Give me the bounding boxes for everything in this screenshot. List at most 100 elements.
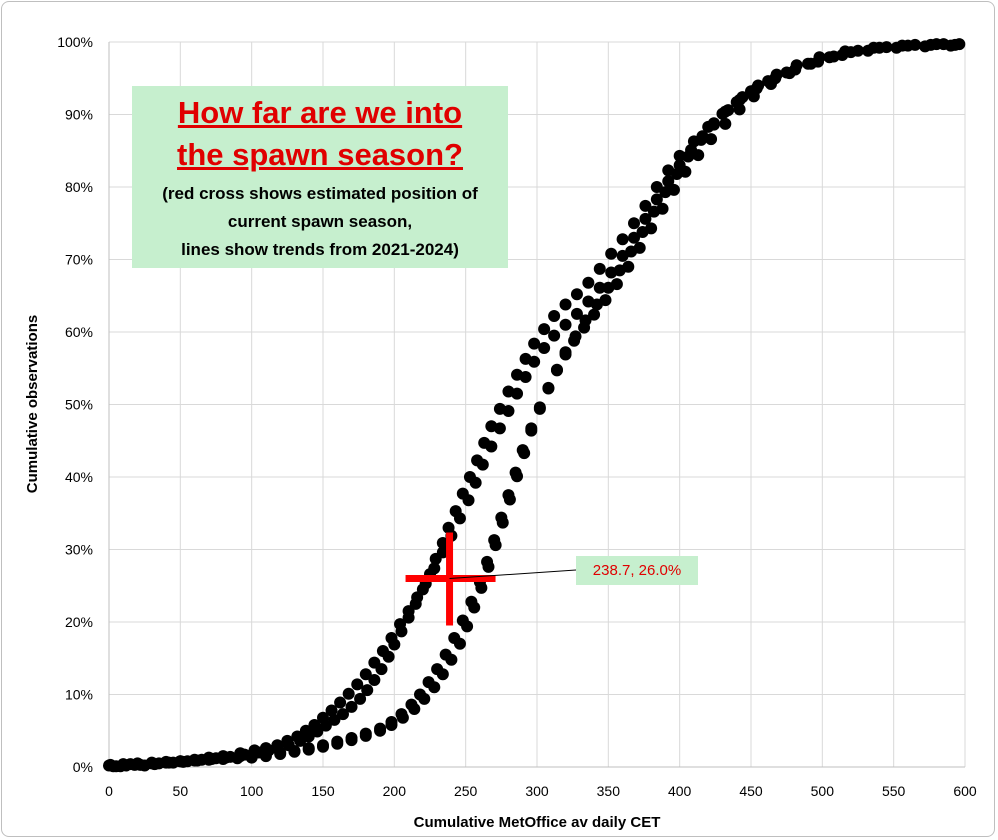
data-point	[647, 205, 660, 218]
data-point	[852, 44, 864, 57]
data-point	[374, 724, 387, 737]
data-point	[496, 516, 509, 529]
data-point	[160, 755, 173, 768]
data-point	[145, 756, 158, 769]
data-point	[533, 402, 546, 415]
data-point	[733, 103, 746, 116]
data-point	[245, 751, 258, 764]
subtitle-line-3: lines show trends from 2021-2024)	[181, 240, 459, 259]
data-point	[569, 330, 582, 343]
data-point	[368, 656, 381, 669]
data-point	[428, 681, 441, 694]
subtitle-line-2: current spawn season,	[227, 212, 413, 231]
data-point	[790, 59, 803, 72]
x-tick-label: 250	[454, 783, 478, 799]
data-point	[445, 653, 458, 666]
data-point	[317, 740, 329, 753]
data-point	[411, 591, 424, 604]
data-point	[317, 711, 329, 724]
data-point	[402, 605, 415, 618]
data-point	[291, 730, 304, 743]
data-point	[511, 470, 524, 483]
data-point	[880, 41, 893, 54]
title-line-1: How far are we into	[177, 95, 463, 130]
data-point	[593, 281, 606, 294]
data-point	[896, 39, 909, 52]
data-point	[462, 494, 475, 507]
data-point	[659, 186, 672, 199]
data-point	[542, 382, 555, 395]
x-tick-label: 500	[811, 783, 835, 799]
x-tick-label: 350	[597, 783, 621, 799]
data-point	[770, 68, 783, 81]
data-point	[385, 631, 398, 644]
data-point	[949, 38, 962, 51]
data-point	[453, 512, 466, 525]
data-point	[813, 51, 826, 64]
data-point	[559, 346, 572, 359]
data-point	[428, 562, 441, 575]
data-point	[385, 718, 398, 731]
data-point	[351, 678, 364, 691]
y-tick-label: 50%	[65, 397, 93, 413]
data-point	[628, 217, 641, 230]
data-point	[528, 337, 541, 350]
data-point	[538, 341, 551, 354]
y-tick-label: 10%	[65, 687, 93, 703]
data-point	[602, 281, 615, 294]
data-point	[453, 637, 466, 650]
title-box: How far are we into the spawn season? (re…	[132, 86, 508, 268]
data-point	[559, 298, 572, 311]
data-point	[342, 687, 355, 700]
data-point	[188, 754, 201, 767]
data-point	[302, 743, 315, 756]
data-point	[359, 668, 372, 681]
data-point	[590, 298, 603, 311]
data-point	[174, 755, 187, 768]
data-point	[396, 711, 409, 724]
x-tick-label: 0	[105, 783, 113, 799]
data-point	[104, 758, 117, 771]
y-tick-label: 90%	[65, 107, 93, 123]
data-point	[719, 117, 732, 130]
y-tick-label: 80%	[65, 179, 93, 195]
data-point	[502, 405, 515, 418]
data-point	[519, 370, 532, 383]
data-point	[336, 708, 349, 721]
data-point	[593, 262, 606, 275]
data-point	[418, 692, 431, 705]
x-tick-label: 600	[953, 783, 977, 799]
data-point	[582, 276, 595, 289]
data-point	[636, 225, 649, 238]
data-point	[394, 618, 407, 631]
callout-leader-line	[449, 569, 577, 579]
current-position-cross	[405, 532, 577, 626]
x-tick-label: 100	[240, 783, 264, 799]
data-point	[469, 476, 482, 489]
data-point	[131, 757, 144, 770]
data-point	[752, 79, 765, 92]
data-point	[217, 753, 230, 766]
data-point	[436, 536, 449, 549]
x-tick-label: 450	[739, 783, 763, 799]
data-point	[673, 149, 686, 162]
data-point	[616, 233, 629, 246]
data-point	[722, 104, 735, 117]
data-point	[548, 310, 561, 323]
y-tick-label: 40%	[65, 469, 93, 485]
y-axis-title: Cumulative observations	[24, 315, 41, 493]
data-point	[461, 620, 474, 633]
tick-labels: 0 50 100 150 200 250 300 350 400 450 500 550 600 0% 10…	[57, 34, 977, 799]
data-point	[662, 175, 675, 188]
x-tick-label: 550	[882, 783, 906, 799]
data-point	[359, 729, 372, 742]
y-tick-label: 30%	[65, 542, 93, 558]
data-point	[605, 247, 618, 260]
data-point	[345, 700, 358, 713]
data-point	[639, 212, 652, 225]
subtitle-line-1: (red cross shows estimated position of	[162, 184, 478, 203]
title-line-2: the spawn season?	[177, 137, 463, 172]
data-point	[550, 363, 563, 376]
chart-title: How far are we into the spawn season?	[132, 92, 508, 176]
